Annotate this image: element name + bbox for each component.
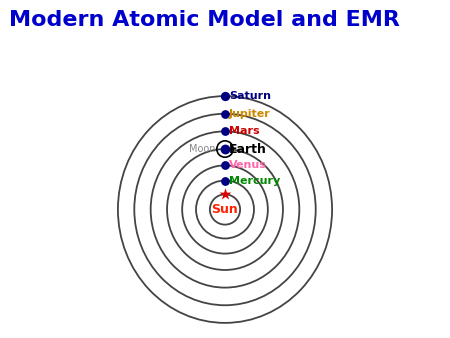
Text: Mercury: Mercury xyxy=(229,175,280,186)
Point xyxy=(221,93,229,99)
Point xyxy=(221,146,229,152)
Text: Mars: Mars xyxy=(229,126,259,137)
Text: Sun: Sun xyxy=(212,203,239,216)
Text: Moon: Moon xyxy=(189,144,216,154)
Text: Saturn: Saturn xyxy=(229,91,271,101)
Point xyxy=(221,129,229,134)
Point xyxy=(221,192,229,197)
Point xyxy=(221,111,229,117)
Text: Jupiter: Jupiter xyxy=(229,109,270,119)
Point xyxy=(221,163,229,168)
Point xyxy=(221,178,229,183)
Text: Venus: Venus xyxy=(229,161,267,170)
Text: Modern Atomic Model and EMR: Modern Atomic Model and EMR xyxy=(9,10,400,30)
Text: Earth: Earth xyxy=(229,143,267,155)
